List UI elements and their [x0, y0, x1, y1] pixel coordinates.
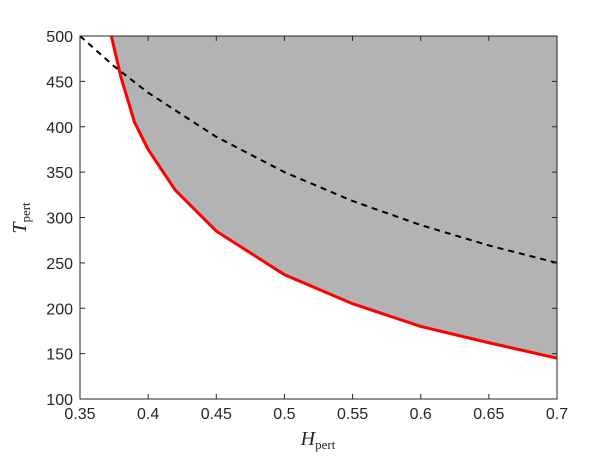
y-tick-label: 150 [46, 347, 73, 364]
x-tick-label: 0.45 [201, 406, 232, 423]
x-tick-label: 0.5 [273, 406, 295, 423]
x-label-main: H [300, 428, 317, 450]
y-tick-label: 250 [46, 256, 73, 273]
y-tick-label: 500 [46, 29, 73, 46]
series-line [79, 35, 558, 264]
x-tick-label: 0.7 [546, 406, 568, 423]
y-tick-label: 100 [46, 392, 73, 409]
x-tick-label: 0.4 [137, 406, 159, 423]
y-axis-label: Tpert [9, 202, 33, 234]
x-tick-label: 0.55 [337, 406, 368, 423]
y-label-main: T [9, 221, 31, 234]
x-label-sub: pert [315, 437, 336, 452]
y-label-sub: pert [18, 202, 33, 223]
y-tick-label: 350 [46, 165, 73, 182]
x-tick-label: 0.35 [64, 406, 95, 423]
x-tick-label: 0.65 [473, 406, 504, 423]
series-line [109, 35, 558, 360]
x-tick-label: 0.6 [410, 406, 432, 423]
x-axis-label: Hpert [300, 428, 336, 452]
y-tick-label: 300 [46, 211, 73, 228]
feasible-region [111, 36, 558, 359]
y-tick-label: 400 [46, 120, 73, 137]
y-tick-label: 450 [46, 74, 73, 91]
y-tick-label: 200 [46, 301, 73, 318]
